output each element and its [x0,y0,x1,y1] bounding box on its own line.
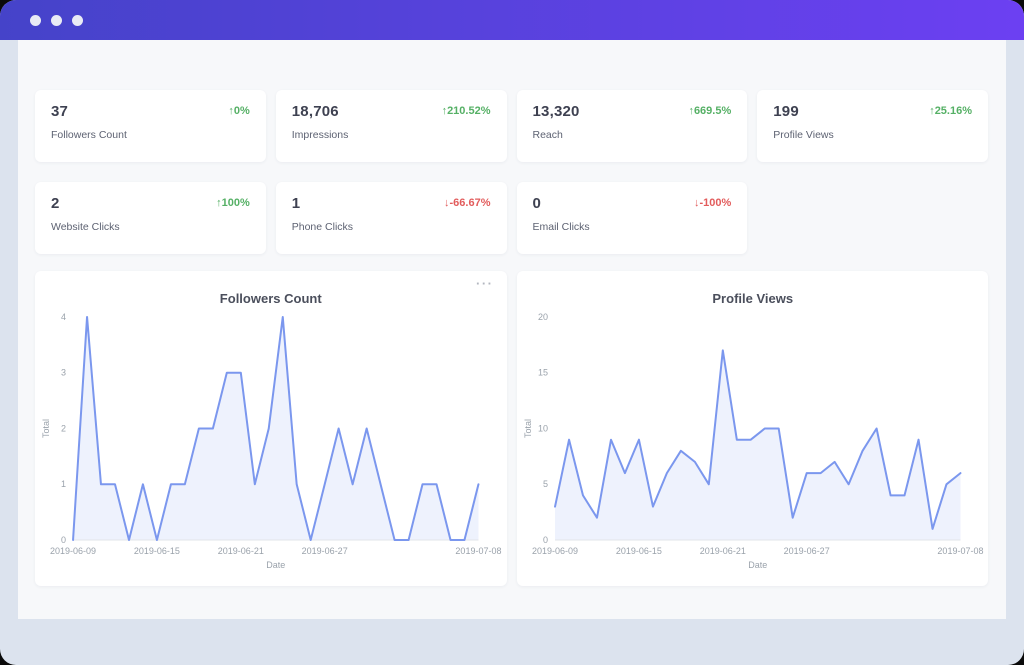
stat-cards-grid: 37 ↑0% Followers Count 18,706 ↑210.52% I… [35,90,988,254]
window-control-dot-icon[interactable] [51,14,62,26]
y-axis-tick-label: 4 [61,312,66,322]
x-axis-tick-label: 2019-06-09 [50,546,96,556]
y-axis-tick-label: 1 [61,479,66,489]
stat-delta-badge: ↓-100% [693,197,732,209]
y-axis-tick-label: 0 [61,535,66,545]
stat-label: Website Clicks [51,221,120,233]
chart-title: Profile Views [712,291,793,306]
y-axis-tick-label: 0 [543,535,548,545]
chart-title: Followers Count [220,291,323,306]
stat-card-profile-views: 199 ↑25.16% Profile Views [757,90,988,162]
stat-card-followers-count: 37 ↑0% Followers Count [35,90,266,162]
y-axis-tick-label: 20 [538,312,548,322]
x-axis-tick-label: 2019-07-08 [937,546,983,556]
stat-delta-badge: ↓-66.67% [444,197,491,209]
dashboard-content: 37 ↑0% Followers Count 18,706 ↑210.52% I… [18,40,1006,619]
ellipsis-menu-icon[interactable]: ··· [476,276,494,291]
stat-card-email-clicks: 0 ↓-100% Email Clicks [516,182,748,254]
stat-label: Email Clicks [532,221,590,233]
followers-count-chart: Followers Count 0 1 2 3 4 2019-06-09 2019-06-15… [41,291,501,570]
y-axis-tick-label: 2 [61,424,66,434]
y-axis-label: Total [523,419,533,438]
y-axis-tick-label: 3 [61,368,66,378]
stat-delta-badge: ↑669.5% [688,105,732,117]
window-controls [30,14,83,26]
followers-count-chart-card: ··· Followers Count 0 1 2 3 4 2019-06-09 2019-0… [35,271,507,586]
profile-views-chart: Profile Views 0 5 10 15 20 2019-06-09 2019-06-1… [523,291,983,570]
stat-label: Followers Count [51,129,127,141]
window-titlebar [0,0,1024,40]
stat-delta-badge: ↑100% [216,197,250,209]
x-axis-tick-label: 2019-06-21 [218,546,264,556]
stat-card-impressions: 18,706 ↑210.52% Impressions [275,90,507,162]
x-axis-tick-label: 2019-06-15 [134,546,180,556]
x-axis-tick-label: 2019-06-21 [699,546,745,556]
window-control-dot-icon[interactable] [72,14,83,26]
stat-value: 0 [532,195,542,212]
stat-delta-badge: ↑0% [228,105,250,117]
x-axis-label: Date [748,560,767,570]
stat-value: 18,706 [291,103,339,120]
x-axis-tick-label: 2019-06-15 [615,546,661,556]
stat-card-reach: 13,320 ↑669.5% Reach [516,90,748,162]
stat-card-website-clicks: 2 ↑100% Website Clicks [35,182,266,254]
stat-label: Phone Clicks [291,221,354,233]
profile-views-chart-card: Profile Views 0 5 10 15 20 2019-06-09 2019-06-1… [516,271,988,586]
window-control-dot-icon[interactable] [30,14,41,26]
x-axis-label: Date [266,560,285,570]
stat-label: Profile Views [773,129,834,141]
x-axis-tick-label: 2019-07-08 [455,546,501,556]
stat-value: 199 [773,103,799,120]
y-axis-tick-label: 5 [543,479,548,489]
charts-row: ··· Followers Count 0 1 2 3 4 2019-06-09 2019-0… [35,271,988,586]
y-axis-label: Total [41,419,51,438]
x-axis-tick-label: 2019-06-27 [302,546,348,556]
stat-card-phone-clicks: 1 ↓-66.67% Phone Clicks [275,182,507,254]
stat-value: 13,320 [532,103,580,120]
stat-value: 37 [51,103,69,120]
stat-delta-badge: ↑25.16% [929,105,972,117]
stat-label: Reach [532,129,563,141]
stat-label: Impressions [291,129,349,141]
stat-value: 2 [51,195,60,212]
x-axis-tick-label: 2019-06-09 [532,546,578,556]
y-axis-tick-label: 15 [538,368,548,378]
x-axis-tick-label: 2019-06-27 [783,546,829,556]
y-axis-tick-label: 10 [538,424,548,434]
stat-value: 1 [291,195,301,212]
stat-delta-badge: ↑210.52% [441,105,491,117]
